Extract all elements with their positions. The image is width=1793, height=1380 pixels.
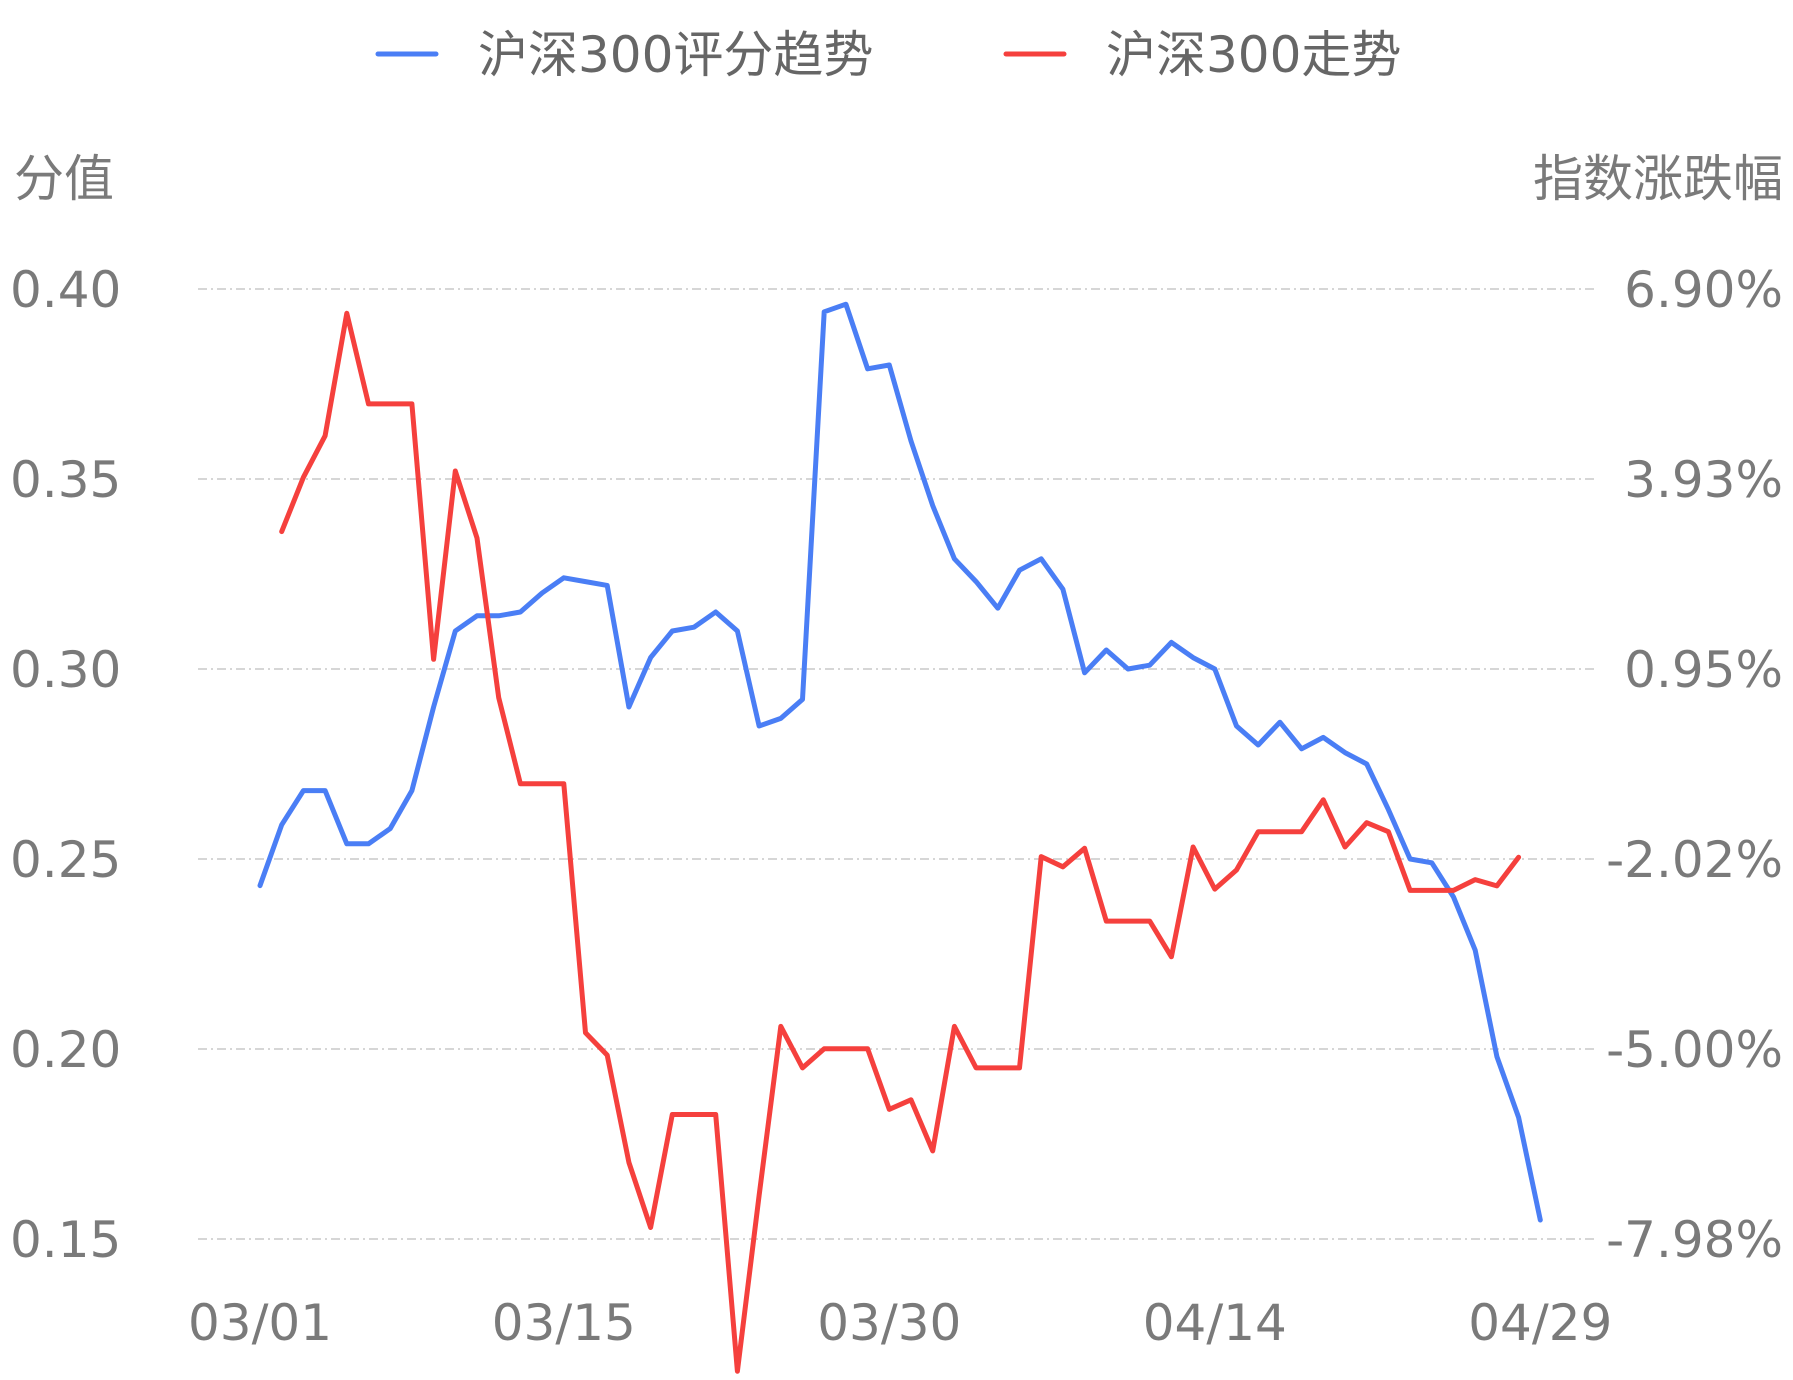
y-left-tick-label: 0.20	[10, 1021, 121, 1079]
y-left-tick-label: 0.15	[10, 1211, 121, 1269]
y-left-tick-label: 0.35	[10, 451, 121, 509]
axis-layer: 0.40 6.90% 0.35 3.93% 0.30 0.95% 0.25 -2.02% 0.2…	[10, 150, 1783, 1352]
series-line-1	[257, 301, 1543, 1223]
y-right-tick-label: -7.98%	[1606, 1211, 1783, 1269]
legend: 沪深300评分趋势 沪深300走势	[375, 26, 1401, 84]
x-tick-label: 03/01	[188, 1294, 332, 1352]
x-tick-label: 04/14	[1143, 1294, 1287, 1352]
series-layer	[257, 301, 1543, 1374]
y-right-tick-label: -5.00%	[1606, 1021, 1783, 1079]
y-left-axis-title: 分值	[14, 150, 114, 208]
y-right-tick-label: 3.93%	[1624, 451, 1783, 509]
y-left-tick-label: 0.25	[10, 831, 121, 889]
y-left-tick-label: 0.30	[10, 641, 121, 699]
y-right-axis-title: 指数涨跌幅	[1533, 150, 1783, 208]
y-right-tick-label: 6.90%	[1624, 261, 1783, 319]
y-right-tick-label: 0.95%	[1624, 641, 1783, 699]
grid-layer	[198, 288, 1598, 1240]
legend-label: 沪深300评分趋势	[478, 26, 873, 84]
series-line-2	[279, 310, 1522, 1374]
y-right-tick-label: -2.02%	[1606, 831, 1783, 889]
x-tick-label: 03/30	[817, 1294, 961, 1352]
x-tick-label: 03/15	[492, 1294, 636, 1352]
legend-label: 沪深300走势	[1106, 26, 1401, 84]
x-tick-label: 04/29	[1468, 1294, 1612, 1352]
y-left-tick-label: 0.40	[10, 261, 121, 319]
